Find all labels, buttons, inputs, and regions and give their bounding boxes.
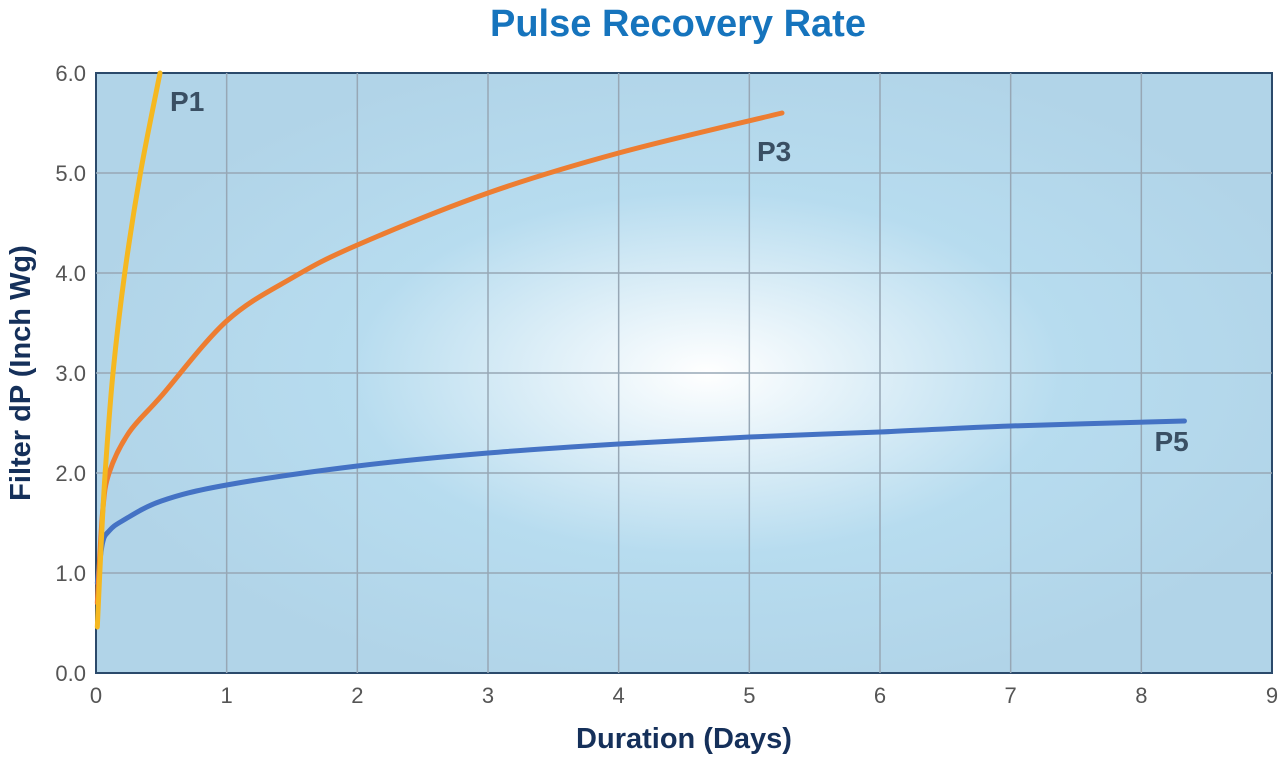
x-axis-label: Duration (Days) <box>576 723 792 755</box>
x-tick-label: 4 <box>613 683 625 708</box>
y-tick-label: 4.0 <box>55 261 86 286</box>
x-tick-label: 0 <box>90 683 102 708</box>
x-tick-label: 7 <box>1005 683 1017 708</box>
series-line-p1 <box>94 70 163 630</box>
series-line-p5 <box>94 418 1187 586</box>
series-label-p1: P1 <box>170 86 204 117</box>
x-tick-label: 6 <box>874 683 886 708</box>
y-tick-label: 0.0 <box>55 661 86 686</box>
x-tick-label: 3 <box>482 683 494 708</box>
tick-labels: 0 1 2 3 4 5 6 7 8 9 0.0 1.0 2.0 3.0 4.0 5.0 6.0 <box>55 61 1278 708</box>
y-tick-label: 6.0 <box>55 61 86 86</box>
x-tick-label: 5 <box>743 683 755 708</box>
series-line-p3 <box>94 110 785 606</box>
y-tick-label: 1.0 <box>55 561 86 586</box>
x-tick-label: 1 <box>221 683 233 708</box>
series-lines <box>94 70 1187 630</box>
x-tick-label: 9 <box>1266 683 1278 708</box>
y-axis-label: Filter dP (Inch Wg) <box>5 245 37 501</box>
y-tick-label: 3.0 <box>55 361 86 386</box>
x-tick-label: 8 <box>1135 683 1147 708</box>
x-tick-label: 2 <box>351 683 363 708</box>
y-tick-label: 2.0 <box>55 461 86 486</box>
series-labels: P5 P3 P1 <box>170 86 1189 457</box>
series-label-p5: P5 <box>1154 426 1188 457</box>
y-tick-label: 5.0 <box>55 161 86 186</box>
chart-title: Pulse Recovery Rate <box>490 3 866 45</box>
series-label-p3: P3 <box>757 136 791 167</box>
